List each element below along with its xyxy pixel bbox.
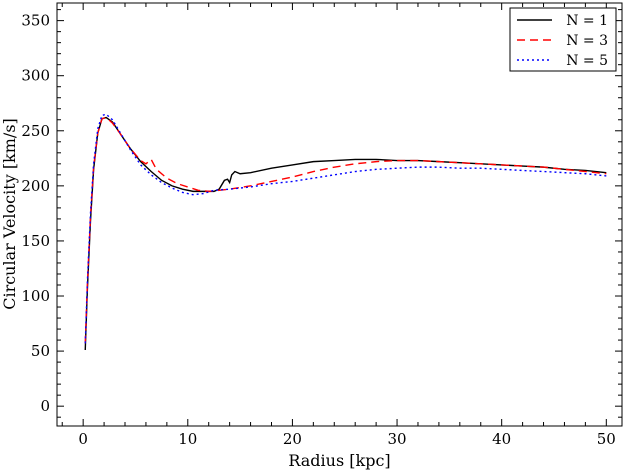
y-tick-label: 0 [40, 397, 50, 415]
tick-labels: 0 10 20 30 40 50 0 50 100 150 200 250 300 350 [21, 12, 615, 448]
series-line-n5 [84, 113, 607, 344]
series-line-n3 [84, 116, 607, 344]
x-tick-label: 20 [283, 430, 302, 448]
y-tick-label: 350 [21, 12, 50, 30]
y-tick-label: 50 [31, 342, 50, 360]
y-tick-label: 150 [21, 232, 50, 250]
series-line-n1 [84, 116, 607, 351]
y-tick-label: 300 [21, 67, 50, 85]
x-axis-label: Radius [kpc] [288, 451, 390, 470]
y-tick-label: 250 [21, 122, 50, 140]
legend-label: N = 5 [566, 53, 608, 69]
x-tick-label: 40 [492, 430, 511, 448]
y-tick-label: 100 [21, 287, 50, 305]
series-lines [84, 113, 607, 351]
legend-label: N = 1 [566, 13, 608, 29]
plot-frame [56, 2, 623, 427]
legend: N = 1 N = 3 N = 5 [509, 7, 617, 72]
x-tick-label: 30 [387, 430, 406, 448]
x-tick-label: 10 [178, 430, 197, 448]
x-tick-label: 0 [78, 430, 88, 448]
x-tick-label: 50 [597, 430, 616, 448]
y-tick-label: 200 [21, 177, 50, 195]
axis-ticks [57, 3, 622, 426]
y-axis-label: Circular Velocity [km/s] [0, 118, 19, 310]
legend-label: N = 3 [566, 33, 608, 49]
